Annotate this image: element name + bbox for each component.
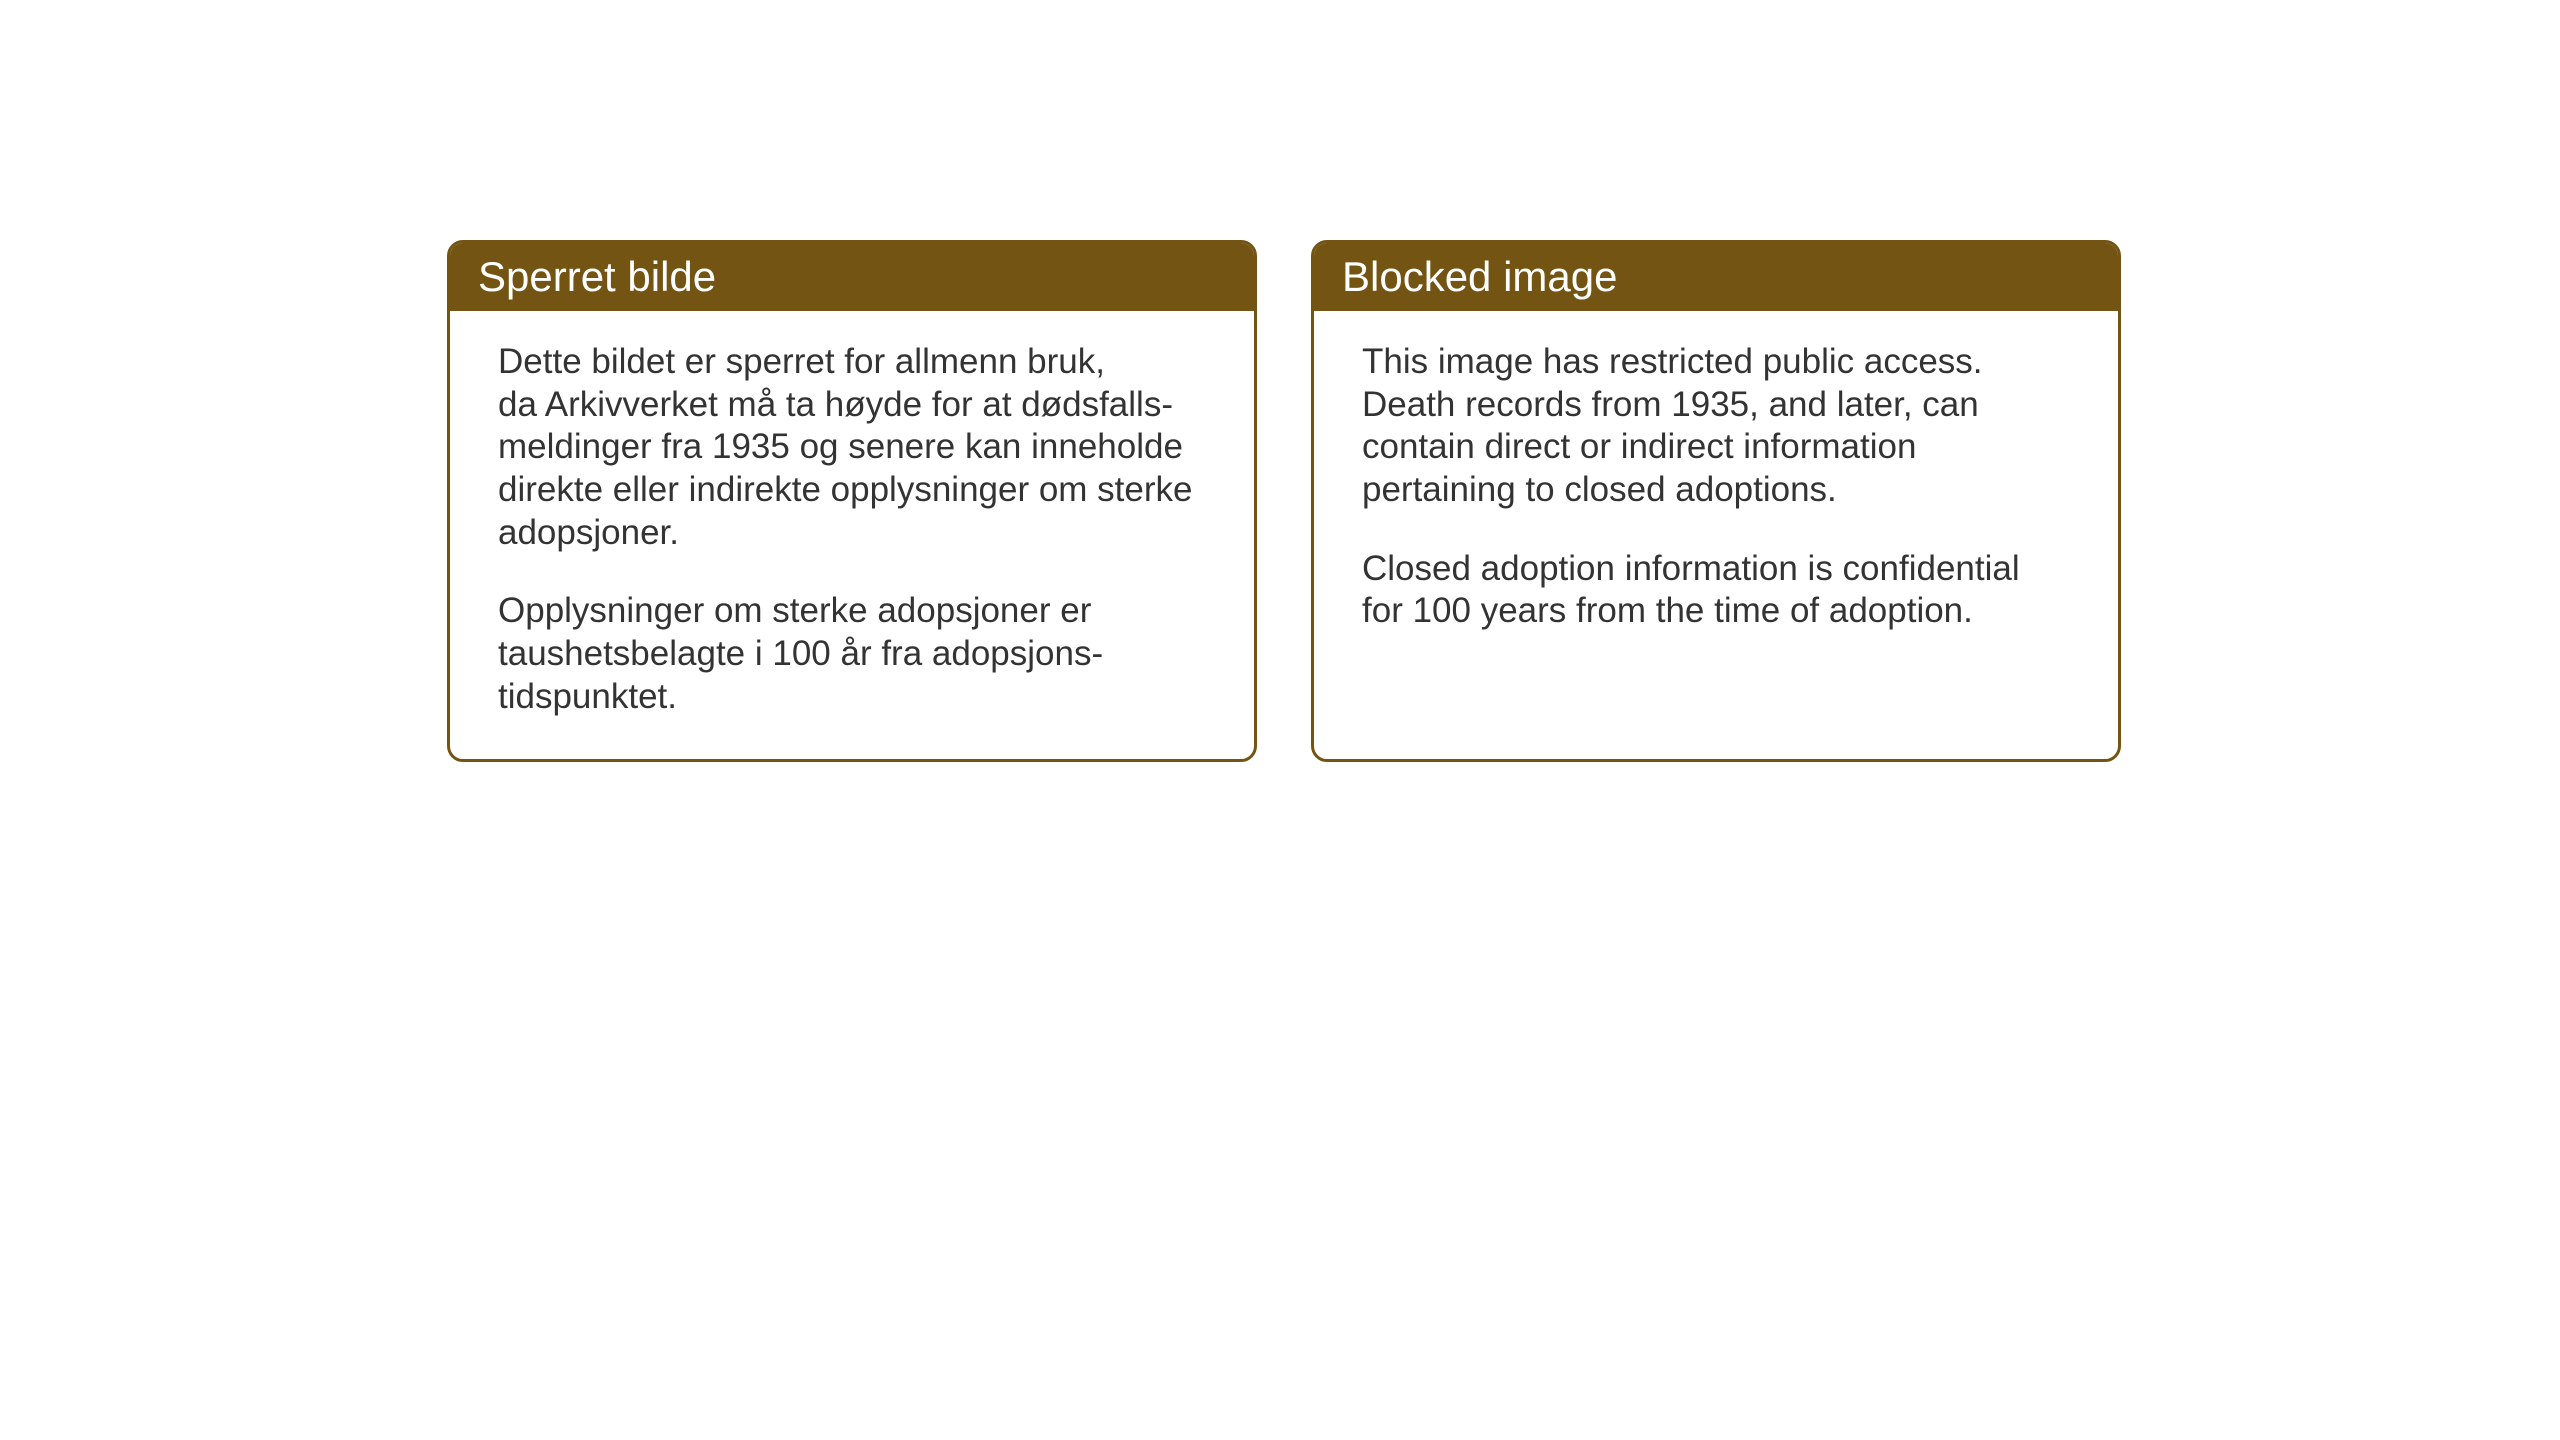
norwegian-card-header: Sperret bilde bbox=[450, 243, 1254, 311]
notice-cards-container: Sperret bilde Dette bildet er sperret fo… bbox=[447, 240, 2121, 762]
norwegian-card-body: Dette bildet er sperret for allmenn bruk… bbox=[450, 311, 1254, 759]
english-paragraph-2: Closed adoption information is confident… bbox=[1362, 548, 2070, 633]
english-card-body: This image has restricted public access.… bbox=[1314, 311, 2118, 673]
english-paragraph-1: This image has restricted public access.… bbox=[1362, 341, 2070, 512]
english-header-text: Blocked image bbox=[1342, 253, 1617, 300]
english-notice-card: Blocked image This image has restricted … bbox=[1311, 240, 2121, 762]
norwegian-notice-card: Sperret bilde Dette bildet er sperret fo… bbox=[447, 240, 1257, 762]
english-card-header: Blocked image bbox=[1314, 243, 2118, 311]
norwegian-paragraph-1: Dette bildet er sperret for allmenn bruk… bbox=[498, 341, 1206, 554]
norwegian-paragraph-2: Opplysninger om sterke adopsjoner er tau… bbox=[498, 590, 1206, 718]
norwegian-header-text: Sperret bilde bbox=[478, 253, 716, 300]
